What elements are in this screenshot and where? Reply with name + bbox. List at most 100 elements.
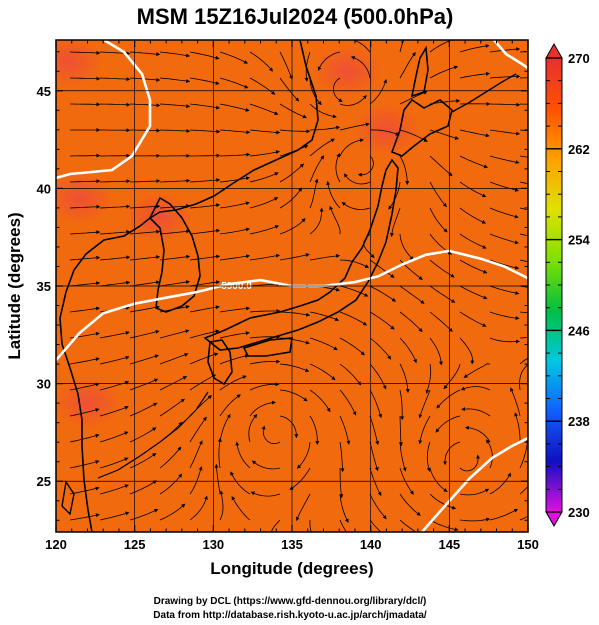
streamline-222 — [399, 389, 405, 421]
streamline-99 — [219, 152, 251, 157]
chart-title: MSM 15Z16Jul2024 (500.0hPa) — [137, 4, 454, 29]
streamline-60 — [159, 128, 191, 133]
streamline-267 — [489, 74, 521, 79]
streamline-262 — [443, 441, 461, 466]
streamline-165 — [309, 389, 331, 413]
streamline-263 — [459, 454, 481, 472]
streamline-261 — [435, 415, 461, 433]
streamline-78 — [189, 103, 221, 110]
x-axis-title: Longitude (degrees) — [210, 559, 373, 578]
streamline-89 — [189, 374, 217, 391]
streamline-289 — [519, 155, 528, 158]
streamline-284 — [489, 508, 519, 521]
colorbar: 230 238 246 254 262 270 — [545, 42, 590, 528]
streamline-94 — [189, 495, 208, 521]
streamline-100 — [219, 176, 251, 183]
streamline-26 — [99, 230, 131, 235]
warm-pockets — [56, 40, 421, 430]
streamline-231 — [429, 129, 460, 140]
streamline-88 — [189, 352, 219, 365]
streamline-33 — [99, 405, 129, 417]
streamline-67 — [159, 304, 190, 313]
colorbar-label-4: 262 — [568, 142, 590, 157]
streamline-37 — [99, 511, 130, 521]
streamline-247 — [459, 44, 490, 53]
streamline-216 — [399, 233, 414, 261]
streamline-264 — [459, 488, 490, 496]
streamline-169 — [295, 493, 311, 522]
streamline-230 — [429, 98, 461, 105]
streamline-275 — [489, 285, 520, 295]
streamline-302 — [519, 485, 528, 495]
streamline-149 — [251, 460, 281, 470]
streamline-287 — [519, 103, 528, 105]
streamline-31 — [99, 355, 130, 365]
streamline-128 — [249, 400, 276, 417]
streamline-117 — [249, 129, 281, 135]
streamline-143 — [279, 311, 311, 317]
x-tick-label-2: 130 — [202, 537, 224, 552]
streamline-137 — [279, 144, 309, 157]
credit-drawing: Drawing by DCL (https://www.gfd-dennou.o… — [154, 596, 427, 607]
streamline-84 — [189, 254, 221, 261]
streamline-245 — [429, 493, 457, 510]
streamline-66 — [159, 280, 191, 287]
streamline-111 — [217, 437, 222, 469]
streamline-298 — [519, 362, 528, 391]
warm-pocket-4 — [352, 103, 421, 156]
streamline-109 — [219, 394, 241, 417]
streamline-196 — [341, 202, 371, 210]
streamline-295 — [519, 311, 528, 314]
x-axis: 120 125 130 135 140 145 150 — [45, 40, 539, 552]
streamline-188 — [339, 493, 349, 523]
streamline-258 — [459, 337, 475, 365]
streamline-303 — [519, 515, 528, 521]
streamline-121 — [249, 225, 280, 235]
streamline-205 — [369, 441, 379, 472]
contour-label: 5900.0 — [221, 281, 252, 292]
plot-area: 5900.0 — [56, 40, 528, 532]
streamline-1 — [69, 76, 101, 81]
streamline-74 — [159, 473, 183, 495]
kuril-islands — [451, 73, 517, 113]
streamline-156 — [309, 138, 335, 157]
streamline-80 — [190, 153, 221, 158]
colorbar-label-2: 246 — [568, 323, 590, 338]
warm-pocket-1 — [124, 191, 193, 244]
streamline-292 — [519, 233, 528, 237]
streamline-73 — [159, 446, 182, 469]
streamline-81 — [189, 178, 221, 183]
contour-upper-left — [56, 40, 152, 180]
streamline-270 — [489, 155, 520, 165]
streamline-9 — [69, 281, 101, 287]
streamline-215 — [389, 207, 401, 238]
streamline-223 — [398, 415, 403, 447]
streamline-199 — [369, 285, 397, 302]
streamline-58 — [159, 77, 191, 83]
streamline-166 — [309, 415, 320, 445]
streamline-254 — [459, 233, 487, 249]
streamline-280 — [461, 407, 491, 417]
streamline-294 — [519, 285, 528, 288]
streamline-175 — [339, 138, 364, 157]
streamline-162 — [309, 311, 340, 321]
streamline-96 — [219, 77, 249, 89]
streamline-146 — [279, 389, 308, 402]
streamline-241 — [418, 389, 431, 419]
streamline-277 — [489, 337, 520, 344]
streamline-154 — [309, 103, 337, 119]
streamline-182 — [339, 337, 365, 356]
streamline-98 — [219, 129, 251, 135]
streamline-164 — [309, 363, 336, 381]
streamline-276 — [489, 311, 520, 321]
streamline-34 — [99, 431, 129, 443]
colorbar-label-1: 238 — [568, 414, 590, 429]
warm-pocket-5 — [56, 377, 122, 430]
honshu-coast — [203, 158, 399, 351]
streamline-0 — [69, 50, 101, 55]
streamline-239 — [429, 337, 443, 366]
streamline-210 — [399, 51, 416, 79]
streamline-227 — [399, 519, 417, 532]
streamline-197 — [363, 233, 375, 259]
streamline-204 — [369, 415, 380, 446]
